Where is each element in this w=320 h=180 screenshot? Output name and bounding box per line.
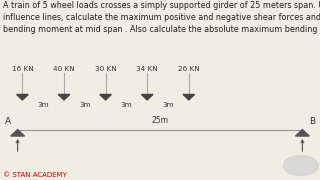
Text: 34 KN: 34 KN [136, 66, 158, 72]
Text: © STAN ACADEMY: © STAN ACADEMY [3, 172, 67, 178]
Circle shape [283, 156, 318, 176]
Text: 26 KN: 26 KN [178, 66, 200, 72]
Text: 3m: 3m [162, 102, 174, 108]
Polygon shape [295, 130, 309, 136]
Text: 40 KN: 40 KN [53, 66, 75, 72]
Text: 30 KN: 30 KN [95, 66, 116, 72]
Polygon shape [183, 94, 195, 100]
Text: B: B [309, 117, 315, 126]
Polygon shape [11, 130, 25, 136]
Polygon shape [58, 94, 70, 100]
Polygon shape [141, 94, 153, 100]
Polygon shape [100, 94, 111, 100]
Text: 3m: 3m [79, 102, 91, 108]
Text: A: A [5, 117, 11, 126]
Text: 16 KN: 16 KN [12, 66, 33, 72]
Text: A train of 5 wheel loads crosses a simply supported girder of 25 meters span. Us: A train of 5 wheel loads crosses a simpl… [3, 1, 320, 33]
Text: 3m: 3m [37, 102, 49, 108]
Text: 25m: 25m [151, 116, 169, 125]
Polygon shape [17, 94, 28, 100]
Text: 3m: 3m [121, 102, 132, 108]
